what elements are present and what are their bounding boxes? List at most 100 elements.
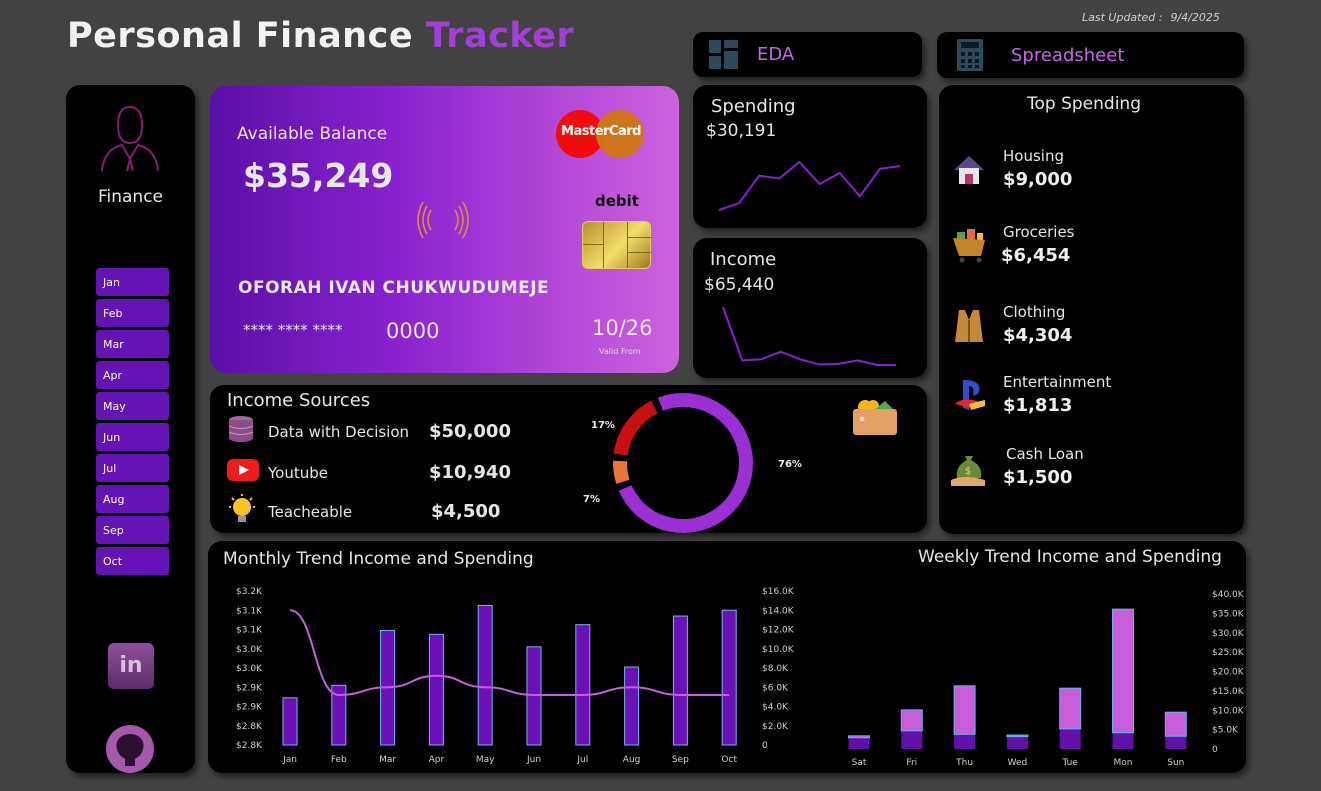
top-spending-name: Housing [1003,147,1064,165]
left-axis-tick: $2.8K [236,741,263,751]
balance-label: Available Balance [237,124,388,144]
weekly-bar-segment [848,737,870,749]
top-spending-panel: Top Spending Housing $9,000 Groceries $6,45… [939,85,1244,534]
monthly-bar [575,624,591,746]
month-button-may[interactable]: May [96,392,169,420]
left-axis-tick: $2.9K [236,683,263,693]
monthly-bar [428,633,444,746]
top-spending-value: $4,304 [1003,325,1073,346]
monthly-x-label: Jul [576,755,588,765]
right-axis-tick: $6.0K [762,683,789,693]
weekly-x-label: Sat [852,758,867,768]
weekly-bar-segment [1164,711,1187,737]
weekly-bar-segment [1006,734,1029,738]
github-icon[interactable] [106,725,154,773]
last-updated-label: Last Updated : [1082,11,1163,24]
weekly-axis-tick: $35.0K [1212,609,1245,619]
monthly-x-label: Apr [429,755,445,765]
weekly-bar-segment [953,685,976,735]
card-number-last: 0000 [386,319,440,343]
weekly-bar-segment [1006,736,1028,749]
monthly-x-label: Oct [721,755,737,765]
card-date-label: Valid From [599,347,641,356]
monthly-x-label: Mar [379,755,396,765]
weekly-bar-segment [954,734,976,749]
income-value: $65,440 [704,275,775,295]
weekly-x-label: Sun [1167,758,1184,768]
money-bag-icon: $ [951,456,985,486]
svg-text:$: $ [965,466,971,477]
weekly-chart-title: Weekly Trend Income and Spending [918,547,1222,567]
spending-trend-line [718,160,901,211]
month-button-apr[interactable]: Apr [96,361,169,389]
month-button-jul[interactable]: Jul [96,454,169,482]
monthly-bar [477,604,493,746]
month-button-feb[interactable]: Feb [96,299,169,327]
linkedin-icon[interactable]: in [108,643,154,689]
page-title: Personal Finance Tracker [67,16,574,56]
month-button-jan[interactable]: Jan [96,268,169,296]
month-button-mar[interactable]: Mar [96,330,169,358]
right-axis-tick: $16.0K [762,587,795,597]
debit-card: Available Balance $35,249 MasterCard deb… [210,86,679,373]
income-source-name: Teacheable [268,503,353,521]
left-axis-tick: $3.1K [236,606,263,616]
monthly-bar [624,666,640,746]
weekly-bar-segment [1059,728,1081,749]
donut-label: 7% [583,494,600,505]
weekly-axis-tick: $15.0K [1212,687,1245,697]
vest-icon [955,310,983,342]
title-main: Personal Finance [67,16,414,56]
top-spending-name: Groceries [1003,223,1075,241]
title-accent: Tracker [425,16,575,56]
top-spending-title-b: Spending [1061,94,1141,114]
donut-slice [613,400,658,456]
right-axis-tick: $8.0K [762,664,789,674]
top-spending-name: Clothing [1003,303,1066,321]
contactless-icon [417,201,469,239]
last-updated: Last Updated : 9/4/2025 [1082,11,1220,24]
last-updated-value: 9/4/2025 [1170,11,1220,24]
month-button-sep[interactable]: Sep [96,516,169,544]
calculator-icon [957,39,983,71]
monthly-bar [672,615,688,746]
income-source-value: $4,500 [431,501,501,522]
weekly-axis-tick: $5.0K [1212,726,1239,736]
youtube-icon [227,459,259,481]
income-sparkline [722,306,896,366]
income-sources-panel: Income Sources Data with Decision $50,000… [210,385,927,533]
playstation-icon [955,380,985,410]
top-spending-value: $1,500 [1003,467,1073,488]
shopping-cart-icon [953,229,985,263]
left-axis-tick: $3.0K [236,664,263,674]
weekly-bar-segment [1112,608,1134,734]
top-spending-value: $9,000 [1003,169,1073,190]
left-axis-tick: $3.1K [236,626,263,636]
weekly-x-label: Tue [1062,758,1079,768]
right-axis-tick: $12.0K [762,626,795,636]
income-source-value: $10,940 [429,462,511,483]
income-sources-title: Income Sources [227,390,371,411]
month-button-aug[interactable]: Aug [96,485,169,513]
left-axis-tick: $2.8K [236,722,263,732]
monthly-x-label: Jan [282,755,297,765]
eda-button[interactable]: EDA [693,32,922,77]
weekly-bar-segment [1112,732,1134,749]
month-button-oct[interactable]: Oct [96,547,169,575]
income-label: Income [710,249,777,270]
income-source-value: $50,000 [429,421,511,442]
weekly-axis-tick: $10.0K [1212,706,1245,716]
month-button-jun[interactable]: Jun [96,423,169,451]
donut-label: 17% [591,420,615,431]
top-spending-title-a: Top [1027,94,1056,114]
spreadsheet-button[interactable]: Spreadsheet [937,32,1244,78]
dashboard-icon [709,39,738,69]
monthly-bar [282,697,298,746]
monthly-x-label: Aug [623,755,641,765]
right-axis-tick: $4.0K [762,703,789,713]
spending-label: Spending [711,96,796,117]
weekly-bar-segment [1059,687,1082,730]
weekly-bar-segment [848,735,870,739]
monthly-x-label: Feb [331,755,347,765]
spending-sparkline [718,160,901,211]
